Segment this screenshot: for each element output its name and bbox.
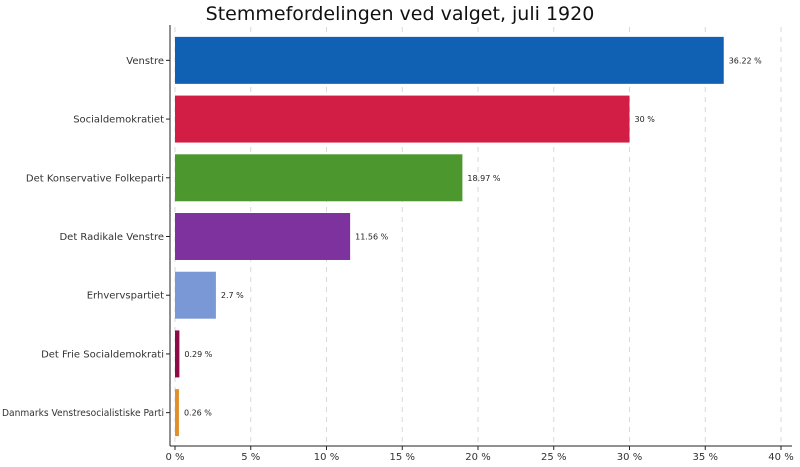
bar <box>175 389 179 437</box>
data-label: 0.29 % <box>184 350 212 359</box>
category-label: Danmarks Venstresocialistiske Parti <box>2 408 164 419</box>
x-tick-label: 15 % <box>390 452 415 463</box>
bars <box>175 36 724 437</box>
bar <box>175 95 630 143</box>
x-axis: 0 % 5 % 10 % 15 % 20 % 25 % 30 % 35 % 40 % <box>165 445 794 463</box>
category-label: Det Frie Socialdemokrati <box>41 349 164 360</box>
data-label: 0.26 % <box>184 409 212 418</box>
data-label: 2.7 % <box>221 291 244 300</box>
bar <box>175 154 463 202</box>
chart-title: Stemmefordelingen ved valget, juli 1920 <box>206 3 595 25</box>
x-tick-label: 25 % <box>541 452 566 463</box>
x-tick-label: 0 % <box>165 452 184 463</box>
bar <box>175 330 180 378</box>
data-label: 36.22 % <box>729 56 762 65</box>
x-tick-label: 35 % <box>693 452 718 463</box>
x-tick-label: 5 % <box>241 452 260 463</box>
x-tick-label: 30 % <box>617 452 642 463</box>
data-labels: 36.22 % 30 % 18.97 % 11.56 % 2.7 % 0.29 % 0.26… <box>184 56 762 417</box>
data-label: 11.56 % <box>355 233 388 242</box>
category-label: Det Konservative Folkeparti <box>26 173 164 184</box>
y-axis <box>166 25 171 446</box>
category-label: Socialdemokratiet <box>73 115 164 126</box>
x-tick-label: 10 % <box>314 452 339 463</box>
x-tick-label: 20 % <box>465 452 490 463</box>
bar <box>175 213 351 260</box>
category-label: Venstre <box>126 56 164 67</box>
category-labels: Venstre Socialdemokratiet Det Konservative… <box>2 56 164 419</box>
data-label: 18.97 % <box>467 174 500 183</box>
category-label: Erhvervspartiet <box>87 291 164 302</box>
bar <box>175 271 216 319</box>
data-label: 30 % <box>635 115 656 124</box>
bar <box>175 36 724 84</box>
x-tick-label: 40 % <box>768 452 793 463</box>
category-label: Det Radikale Venstre <box>59 232 164 243</box>
